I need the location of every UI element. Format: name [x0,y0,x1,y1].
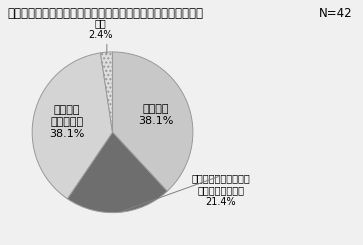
Wedge shape [68,132,167,213]
Wedge shape [32,53,113,199]
Text: 不明
2.4%: 不明 2.4% [88,19,113,40]
Text: 耐震性がないと判定されたマンションの耐震改修の実施の有無: 耐震性がないと判定されたマンションの耐震改修の実施の有無 [7,7,203,20]
Wedge shape [101,52,113,132]
Text: N=42: N=42 [318,7,352,20]
Wedge shape [113,52,193,191]
Text: まだ実施していないが
今後実施する予定
21.4%: まだ実施していないが 今後実施する予定 21.4% [192,173,250,207]
Text: 実施した
38.1%: 実施した 38.1% [138,104,174,126]
Text: 実施する
予定はない
38.1%: 実施する 予定はない 38.1% [49,105,85,139]
